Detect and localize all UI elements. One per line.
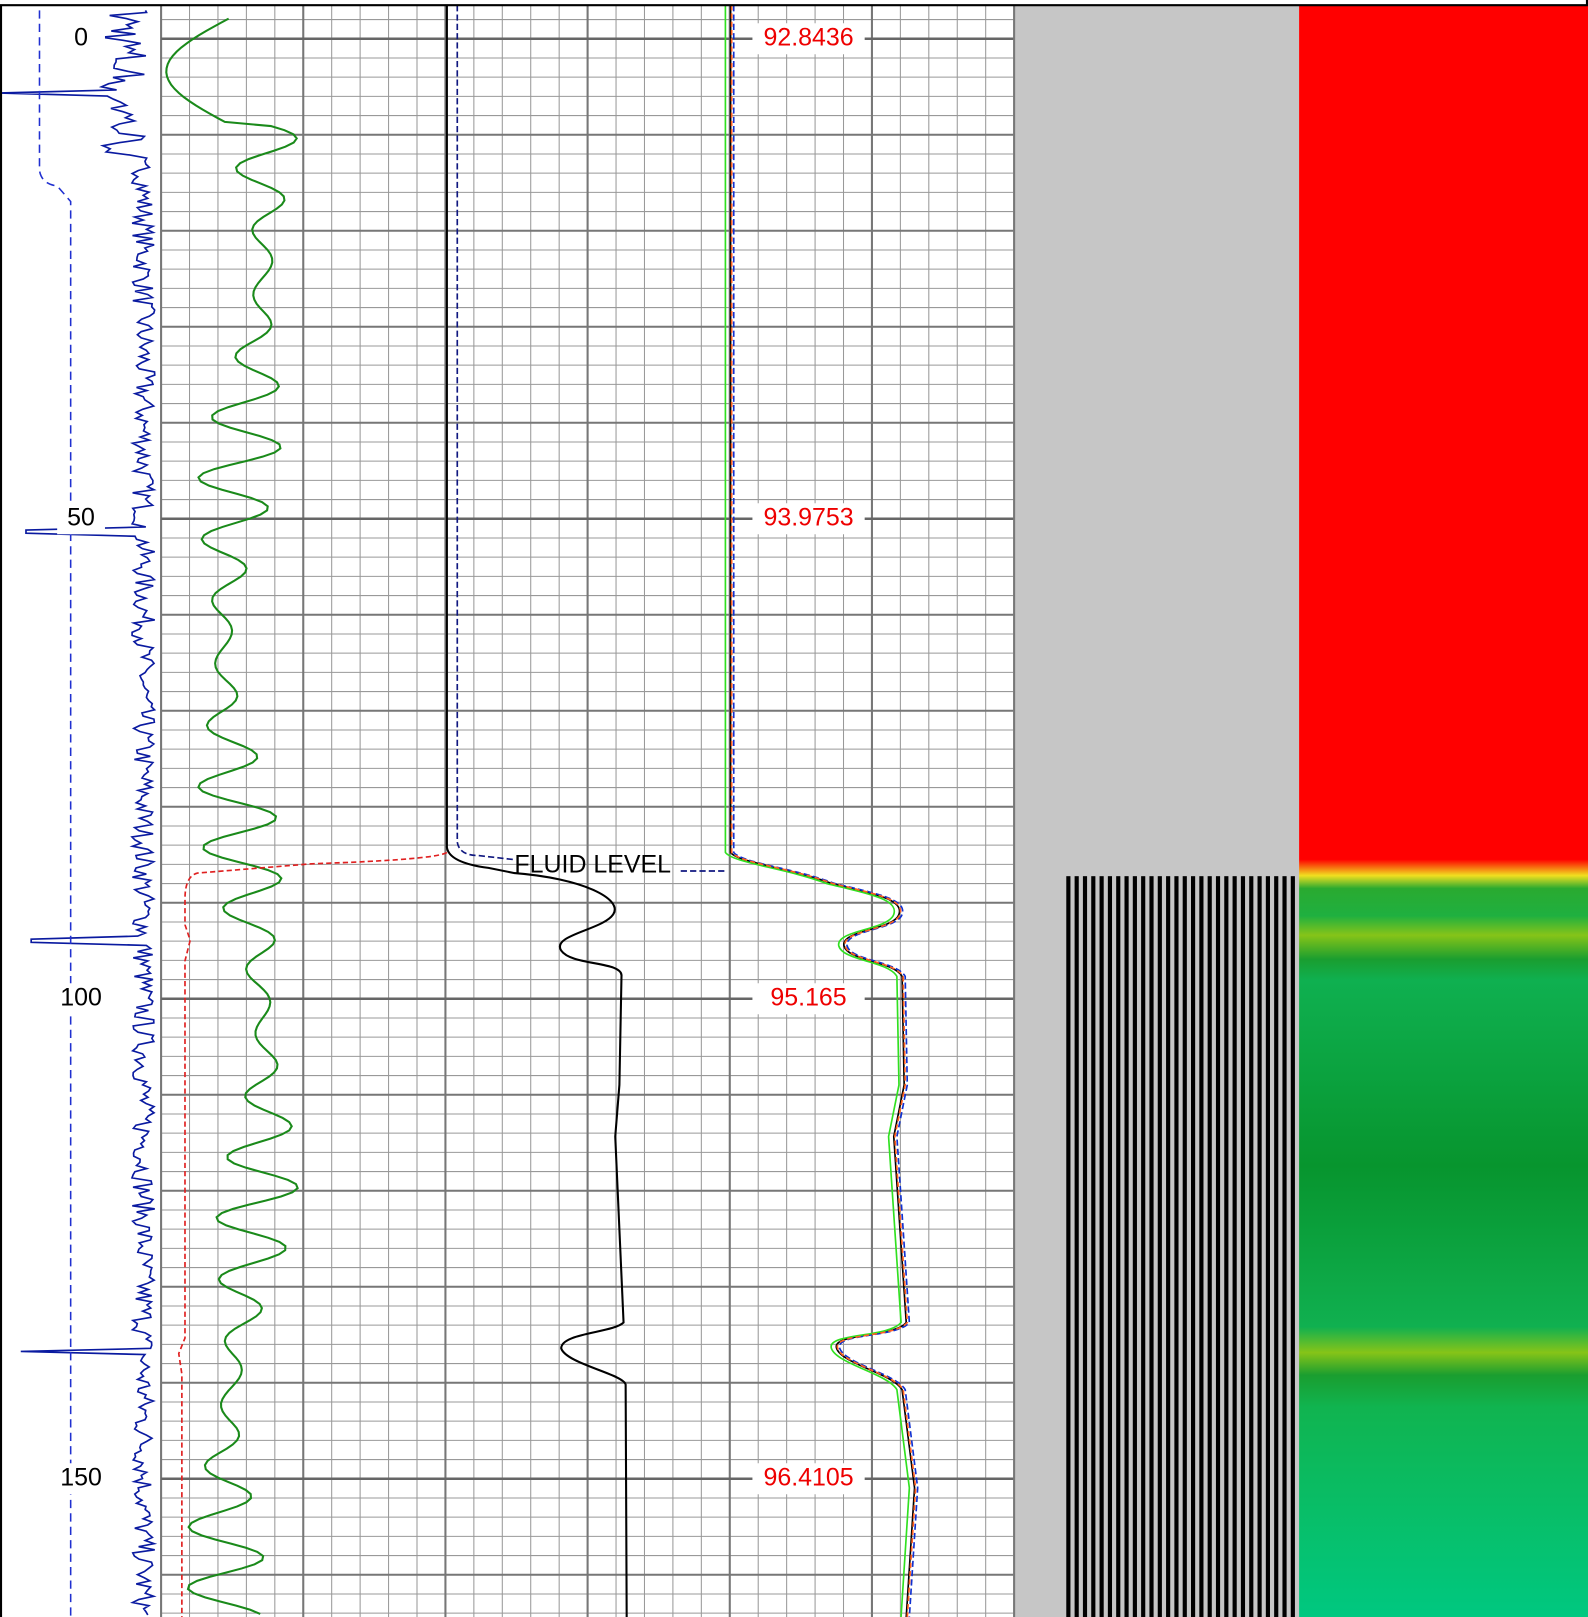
depth-label: 150 <box>60 1463 102 1491</box>
stripe <box>1249 876 1254 1617</box>
track-curve <box>730 5 917 1617</box>
blue-curve <box>0 9 158 1616</box>
depth-label: 0 <box>74 23 88 51</box>
stripe <box>1149 876 1154 1617</box>
label-bg <box>752 23 865 55</box>
image-track <box>1066 876 1295 1617</box>
depth-label: 100 <box>60 983 102 1011</box>
stripe <box>1257 876 1262 1617</box>
stripe <box>1107 876 1113 1617</box>
red-dashed <box>177 851 448 1617</box>
stripe <box>1215 876 1221 1617</box>
stripe <box>1141 876 1146 1617</box>
stripe <box>1157 876 1162 1617</box>
stripe <box>1290 876 1295 1617</box>
label-bg <box>57 23 105 55</box>
curves <box>0 5 919 1617</box>
stripe <box>1074 876 1079 1617</box>
label-bg <box>752 503 865 535</box>
stripe <box>1132 876 1137 1617</box>
stripe <box>1124 876 1129 1617</box>
track-curve <box>724 5 911 1617</box>
annotation: FLUID LEVEL <box>514 850 671 878</box>
depth-label: 50 <box>67 503 95 531</box>
stripe <box>1265 876 1270 1617</box>
stripe <box>1207 876 1212 1617</box>
color-track <box>1299 5 1588 1617</box>
blue-dashed <box>38 10 72 1617</box>
track-label: 93.9753 <box>763 503 853 531</box>
stripe <box>1224 876 1229 1617</box>
stripe <box>1091 876 1096 1617</box>
stripe <box>1191 876 1196 1617</box>
track-label: 92.8436 <box>763 23 853 51</box>
grid <box>160 5 1016 1617</box>
stripe <box>1066 876 1071 1617</box>
stripe <box>1174 876 1179 1617</box>
stripe <box>1182 876 1187 1617</box>
stripe <box>1082 876 1088 1617</box>
black-curve <box>445 5 628 1617</box>
stripe <box>1274 876 1279 1617</box>
stripe <box>1116 876 1121 1617</box>
green-curve <box>165 17 299 1615</box>
label-bg <box>57 1463 105 1495</box>
stripe <box>1199 876 1204 1617</box>
label-bg <box>752 983 865 1015</box>
stripe <box>1282 876 1287 1617</box>
stripe <box>1099 876 1104 1617</box>
labels: 0 92.8436 50 93.9753 100 95.165 150 96.4105 FLUI… <box>57 23 865 1495</box>
stripe <box>1240 876 1246 1617</box>
track-curve <box>732 5 919 1617</box>
navy-dashed <box>456 5 728 872</box>
stripe <box>1166 876 1171 1617</box>
track-label: 96.4105 <box>763 1463 853 1491</box>
label-bg <box>57 503 105 535</box>
gray-track <box>1013 5 1300 1617</box>
label-bg <box>57 983 105 1015</box>
track-label: 95.165 <box>770 983 846 1011</box>
label-bg <box>752 1463 865 1495</box>
stripe <box>1232 876 1237 1617</box>
